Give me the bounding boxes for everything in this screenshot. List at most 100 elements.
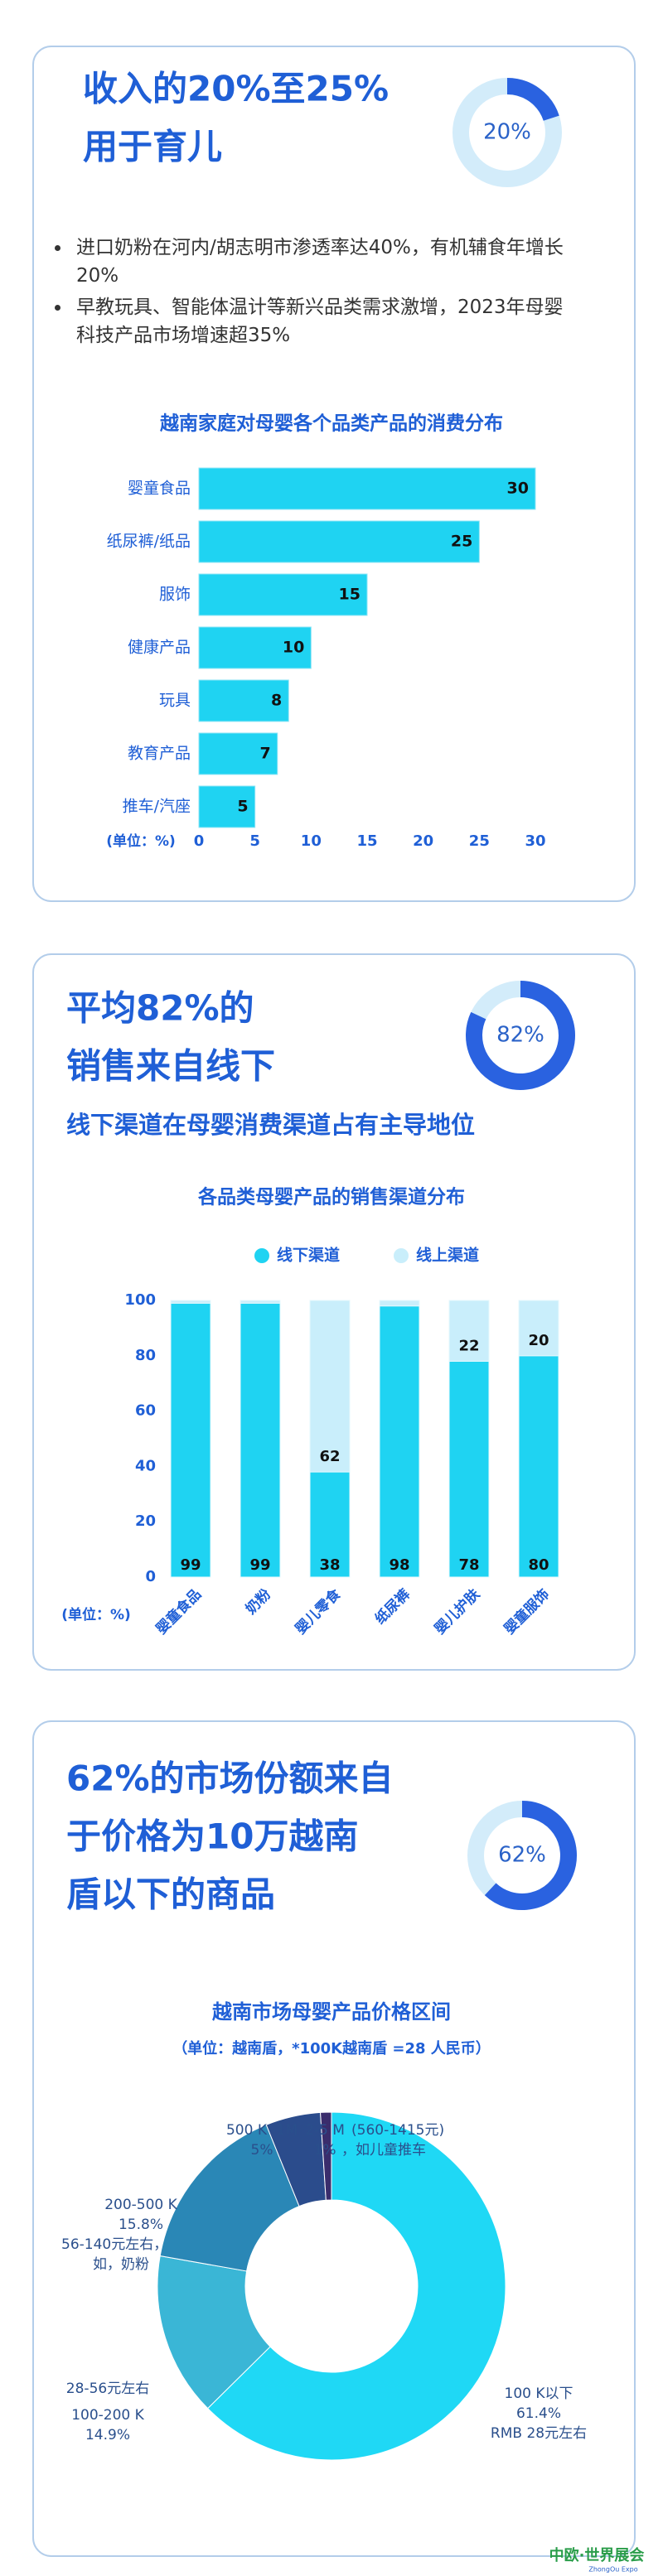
bar-segment <box>448 1300 490 1362</box>
bar <box>198 732 278 775</box>
bar-segment <box>379 1305 420 1578</box>
y-tick-label: 60 <box>135 1402 156 1420</box>
legend-marker <box>394 1248 409 1263</box>
donut-slice <box>320 2111 332 2201</box>
category-label: 推车/汽座 <box>123 798 191 816</box>
slice-note: 28-56元左右 <box>66 2381 149 2397</box>
value-label: 99 <box>180 1556 201 1574</box>
value-label: 22 <box>458 1337 479 1354</box>
slice-note: 如，奶粉 <box>93 2256 149 2273</box>
bar <box>198 520 480 563</box>
bar <box>198 467 536 510</box>
logo: 中欧·世界展会 <box>549 2546 645 2564</box>
section-title: 销售来自线下 <box>66 1046 275 1087</box>
bar-segment <box>240 1302 281 1578</box>
legend-label: 线下渠道 <box>277 1246 340 1265</box>
gauge-arc <box>466 981 575 1090</box>
bar-segment <box>448 1360 490 1578</box>
gauge-arc <box>484 1801 577 1910</box>
slice-value: 5% <box>251 2142 273 2159</box>
value-label: 8 <box>271 692 282 710</box>
bullet: 早教玩具、智能体温计等新兴品类需求激增，2023年母婴科技产品市场增速超35% <box>55 293 573 350</box>
chart-title: 越南市场母婴产品价格区间 <box>212 2000 451 2024</box>
value-label: 38 <box>319 1556 340 1574</box>
value-label: 78 <box>458 1556 479 1574</box>
gauge-arc <box>506 78 559 122</box>
slice-value: 14.9% <box>85 2427 130 2443</box>
section-title: 收入的20%至25% <box>83 69 389 109</box>
y-tick-label: 20 <box>135 1512 156 1530</box>
value-label: 30 <box>507 480 529 498</box>
bullet: 进口奶粉在河内/胡志明市渗透率达40%，有机辅食年增长20% <box>55 234 573 290</box>
y-tick-label: 40 <box>135 1457 156 1474</box>
slice-note: 56-140元左右， <box>61 2236 167 2253</box>
section-subtitle: 线下渠道在母婴消费渠道占有主导地位 <box>66 1111 475 1139</box>
category-label: 教育产品 <box>128 745 191 763</box>
value-label: 99 <box>249 1556 270 1574</box>
donut-slice <box>159 2124 300 2272</box>
gauge-label: 62% <box>498 1843 546 1868</box>
logo-sub: ZhongOu Expo <box>588 2566 637 2574</box>
chart-title: 各品类母婴产品的销售渠道分布 <box>197 1186 465 1208</box>
gauge-label: 82% <box>496 1023 544 1048</box>
section-title: 62%的市场份额来自 <box>66 1758 394 1799</box>
category-label: 婴童食品 <box>128 480 191 498</box>
bar <box>198 573 368 616</box>
legend-label: 线上渠道 <box>416 1246 479 1265</box>
value-label: 5 <box>237 798 248 816</box>
y-tick-label: 100 <box>124 1291 156 1309</box>
slice-value: 15.8% <box>119 2217 163 2233</box>
bar-segment <box>309 1300 351 1473</box>
chart-subtitle: （单位：越南盾，*100K越南盾 =28 人民币） <box>172 2039 491 2057</box>
bar-segment <box>240 1300 281 1304</box>
chart-title: 越南家庭对母婴各个品类产品的消费分布 <box>160 412 503 435</box>
bar <box>198 785 256 828</box>
y-tick-label: 0 <box>145 1568 156 1585</box>
axis-label: (单位：%) <box>61 1606 131 1623</box>
slice-label: 100-200 K <box>71 2407 144 2424</box>
bar-segment <box>379 1300 420 1307</box>
slice-label: 500 K -1M <box>226 2122 298 2139</box>
section-title: 用于育儿 <box>83 127 222 167</box>
axis-label: (单位：%) <box>106 832 176 850</box>
slice-label: 2-5 M <box>305 2122 345 2139</box>
value-label: 62 <box>319 1448 340 1465</box>
bar-segment <box>518 1300 559 1357</box>
value-label: 20 <box>528 1332 549 1349</box>
value-label: 7 <box>259 745 270 763</box>
slice-note: (560-1415元) <box>351 2122 444 2139</box>
y-tick-label: 80 <box>135 1347 156 1364</box>
slice-label: 100 K以下 <box>505 2385 573 2402</box>
value-label: 10 <box>283 639 304 657</box>
x-tick-label: 5 <box>249 832 260 850</box>
donut-slice <box>206 2111 506 2461</box>
bar <box>198 626 312 669</box>
bar-segment <box>170 1302 211 1578</box>
value-label: 98 <box>389 1556 409 1574</box>
donut-slice <box>157 2255 271 2410</box>
section-title: 于价格为10万越南 <box>66 1816 358 1857</box>
slice-note: ，如儿童推车 <box>341 2142 426 2159</box>
gauge-label: 20% <box>483 120 531 145</box>
section-title: 盾以下的商品 <box>66 1874 275 1915</box>
category-label: 玩具 <box>159 692 191 710</box>
section-title: 平均82%的 <box>66 988 254 1029</box>
x-tick-label: 20 <box>413 832 433 850</box>
bar-segment <box>518 1355 559 1578</box>
slice-note: RMB 28元左右 <box>491 2425 587 2442</box>
category-label: 服饰 <box>159 586 191 604</box>
value-label: 80 <box>528 1556 549 1574</box>
x-tick-label: 0 <box>194 832 205 850</box>
slice-value: 61.4% <box>516 2405 561 2422</box>
category-label: 健康产品 <box>128 639 191 657</box>
x-tick-label: 30 <box>525 832 545 850</box>
category-label: 纸尿裤/纸品 <box>107 533 191 551</box>
x-tick-label: 10 <box>301 832 322 850</box>
bar <box>198 679 289 722</box>
x-tick-label: 25 <box>469 832 490 850</box>
legend-marker <box>254 1248 269 1263</box>
value-label: 15 <box>339 586 361 604</box>
slice-label: 200-500 K <box>104 2197 177 2213</box>
